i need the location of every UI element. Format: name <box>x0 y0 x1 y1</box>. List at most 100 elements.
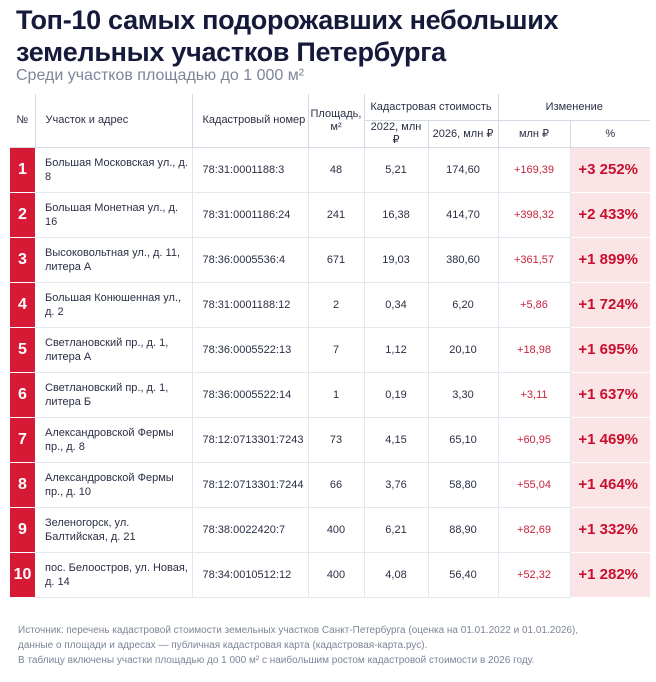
change-pct-cell: +1 469% <box>570 417 651 463</box>
header-address: Участок и адрес <box>35 94 193 148</box>
value-2022-cell: 19,03 <box>364 237 429 283</box>
cadastral-cell: 78:36:0005522:14 <box>192 372 309 418</box>
area-cell: 1 <box>308 372 365 418</box>
area-cell: 400 <box>308 552 365 598</box>
change-mln-cell: +18,98 <box>498 327 571 373</box>
table-row: 10 пос. Белоостров, ул. Новая, д. 14 78:34… <box>10 552 651 598</box>
change-pct-cell: +1 724% <box>570 282 651 328</box>
cadastral-cell: 78:31:0001188:3 <box>192 147 309 193</box>
area-cell: 66 <box>308 462 365 508</box>
value-2022-cell: 6,21 <box>364 507 429 553</box>
cadastral-cell: 78:31:0001186:24 <box>192 192 309 238</box>
header-mln: млн ₽ <box>498 120 571 148</box>
source-line: В таблицу включены участки площадью до 1… <box>18 655 535 666</box>
header-pct: % <box>570 120 651 148</box>
row-num: 9 <box>10 507 35 553</box>
row-num: 4 <box>10 282 35 328</box>
page-subtitle: Среди участков площадью до 1 000 м² <box>16 67 305 84</box>
table-row: 8 Александровской Фермы пр., д. 10 78:12:0… <box>10 462 651 508</box>
address-cell: Александровской Фермы пр., д. 8 <box>35 417 193 463</box>
area-cell: 2 <box>308 282 365 328</box>
value-2022-cell: 4,15 <box>364 417 429 463</box>
row-num: 2 <box>10 192 35 238</box>
value-2022-cell: 0,34 <box>364 282 429 328</box>
header-value: Кадастровая стоимость <box>364 94 499 121</box>
header-v2026: 2026, млн ₽ <box>428 120 499 148</box>
header-change: Изменение <box>498 94 651 121</box>
value-2022-cell: 5,21 <box>364 147 429 193</box>
value-2026-cell: 56,40 <box>428 552 499 598</box>
value-2026-cell: 414,70 <box>428 192 499 238</box>
cadastral-cell: 78:12:0713301:7243 <box>192 417 309 463</box>
address-cell: Зеленогорск, ул. Балтийская, д. 21 <box>35 507 193 553</box>
area-cell: 48 <box>308 147 365 193</box>
table-body: 1 Большая Московская ул., д. 8 78:31:00011… <box>10 147 651 598</box>
area-cell: 241 <box>308 192 365 238</box>
row-num: 7 <box>10 417 35 463</box>
change-pct-cell: +1 899% <box>570 237 651 283</box>
row-num: 1 <box>10 147 35 193</box>
row-num: 5 <box>10 327 35 373</box>
change-mln-cell: +55,04 <box>498 462 571 508</box>
address-cell: Высоковольтная ул., д. 11, литера А <box>35 237 193 283</box>
value-2022-cell: 16,38 <box>364 192 429 238</box>
source-line: Источник: перечень кадастровой стоимости… <box>18 625 579 636</box>
source-note: Источник: перечень кадастровой стоимости… <box>18 623 643 668</box>
change-mln-cell: +60,95 <box>498 417 571 463</box>
table-row: 2 Большая Монетная ул., д. 16 78:31:000118… <box>10 192 651 238</box>
change-pct-cell: +1 464% <box>570 462 651 508</box>
value-2026-cell: 6,20 <box>428 282 499 328</box>
table-row: 3 Высоковольтная ул., д. 11, литера А 78:3… <box>10 237 651 283</box>
address-cell: Большая Московская ул., д. 8 <box>35 147 193 193</box>
table-row: 6 Светлановский пр., д. 1, литера Б 78:36:… <box>10 372 651 418</box>
change-mln-cell: +169,39 <box>498 147 571 193</box>
change-pct-cell: +1 282% <box>570 552 651 598</box>
change-mln-cell: +82,69 <box>498 507 571 553</box>
address-cell: Большая Конюшенная ул., д. 2 <box>35 282 193 328</box>
area-cell: 73 <box>308 417 365 463</box>
address-cell: Большая Монетная ул., д. 16 <box>35 192 193 238</box>
source-line: данные о площади и адресах — публичная к… <box>18 640 428 651</box>
address-cell: пос. Белоостров, ул. Новая, д. 14 <box>35 552 193 598</box>
row-num: 3 <box>10 237 35 283</box>
header-num: № <box>10 94 36 148</box>
change-pct-cell: +3 252% <box>570 147 651 193</box>
value-2026-cell: 88,90 <box>428 507 499 553</box>
change-mln-cell: +3,11 <box>498 372 571 418</box>
cadastral-cell: 78:12:0713301:7244 <box>192 462 309 508</box>
table-row: 4 Большая Конюшенная ул., д. 2 78:31:00011… <box>10 282 651 328</box>
cadastral-cell: 78:36:0005522:13 <box>192 327 309 373</box>
value-2026-cell: 174,60 <box>428 147 499 193</box>
cadastral-cell: 78:34:0010512:12 <box>192 552 309 598</box>
table-header-row: № Участок и адрес Кадастровый номер Площ… <box>10 94 651 148</box>
change-pct-cell: +1 637% <box>570 372 651 418</box>
header-area: Площадь, м² <box>308 94 365 148</box>
page-title: Топ-10 самых подорожавших небольших земе… <box>16 5 559 67</box>
change-mln-cell: +52,32 <box>498 552 571 598</box>
cadastral-cell: 78:31:0001188:12 <box>192 282 309 328</box>
header-cadastral: Кадастровый номер <box>192 94 309 148</box>
table-row: 7 Александровской Фермы пр., д. 8 78:12:07… <box>10 417 651 463</box>
change-pct-cell: +1 695% <box>570 327 651 373</box>
change-mln-cell: +5,86 <box>498 282 571 328</box>
change-mln-cell: +361,57 <box>498 237 571 283</box>
header-v2022: 2022, млн ₽ <box>364 120 429 148</box>
change-mln-cell: +398,32 <box>498 192 571 238</box>
value-2026-cell: 58,80 <box>428 462 499 508</box>
value-2022-cell: 4,08 <box>364 552 429 598</box>
row-num: 10 <box>10 552 35 598</box>
area-cell: 671 <box>308 237 365 283</box>
address-cell: Александровской Фермы пр., д. 10 <box>35 462 193 508</box>
table-row: 1 Большая Московская ул., д. 8 78:31:00011… <box>10 147 651 193</box>
value-2022-cell: 3,76 <box>364 462 429 508</box>
row-num: 6 <box>10 372 35 418</box>
value-2026-cell: 65,10 <box>428 417 499 463</box>
address-cell: Светлановский пр., д. 1, литера Б <box>35 372 193 418</box>
ranking-table: № Участок и адрес Кадастровый номер Площ… <box>10 94 651 598</box>
value-2026-cell: 3,30 <box>428 372 499 418</box>
cadastral-cell: 78:38:0022420:7 <box>192 507 309 553</box>
area-cell: 400 <box>308 507 365 553</box>
area-cell: 7 <box>308 327 365 373</box>
value-2026-cell: 20,10 <box>428 327 499 373</box>
